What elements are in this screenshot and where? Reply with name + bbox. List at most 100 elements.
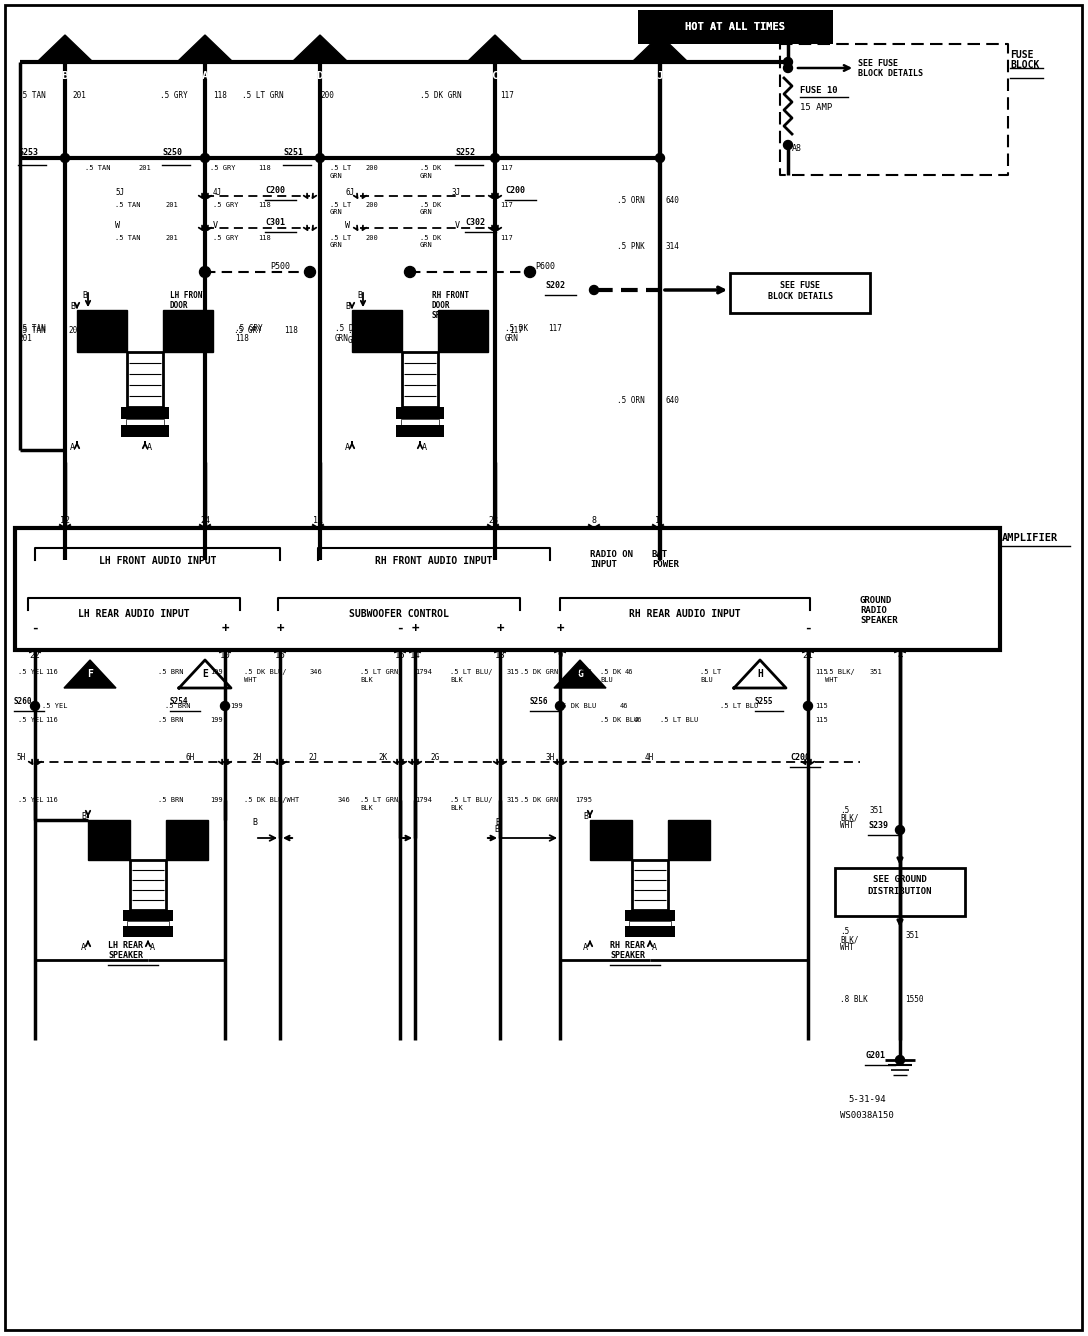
Text: 1794: 1794 — [415, 798, 432, 803]
Text: A: A — [150, 942, 154, 951]
Text: .5 DK: .5 DK — [420, 235, 442, 240]
Text: GRN: GRN — [330, 172, 343, 179]
Text: 2G: 2G — [430, 752, 440, 762]
Text: A: A — [201, 71, 209, 80]
Text: WHT: WHT — [825, 677, 838, 683]
Text: SEE GROUND: SEE GROUND — [874, 875, 927, 884]
Text: .5 LT BLU/: .5 LT BLU/ — [450, 669, 493, 675]
Text: B: B — [70, 302, 75, 310]
Text: +: + — [221, 621, 228, 635]
Text: .5 TAN: .5 TAN — [18, 323, 46, 333]
Text: .5 YEL: .5 YEL — [42, 703, 67, 709]
Text: 117: 117 — [500, 91, 514, 99]
Text: .5 DK: .5 DK — [420, 166, 442, 171]
Text: 640: 640 — [666, 395, 680, 405]
Text: 22: 22 — [29, 651, 40, 660]
Text: SEE FUSE: SEE FUSE — [780, 281, 820, 290]
Text: D: D — [317, 71, 323, 80]
Text: BLK: BLK — [360, 806, 373, 811]
Text: 115: 115 — [815, 669, 828, 675]
Text: RADIO: RADIO — [860, 605, 887, 615]
Text: 11: 11 — [313, 516, 323, 525]
Bar — [127, 921, 169, 926]
Text: 4J: 4J — [213, 187, 222, 196]
Text: 200: 200 — [364, 166, 378, 171]
Text: .5 DK: .5 DK — [505, 323, 528, 333]
Text: C200: C200 — [505, 186, 526, 195]
Bar — [625, 926, 675, 937]
Polygon shape — [353, 310, 401, 351]
Text: 6J: 6J — [345, 187, 355, 196]
Text: S252: S252 — [455, 147, 475, 156]
Text: 23: 23 — [489, 516, 498, 525]
Text: S260: S260 — [14, 696, 33, 705]
Text: HOT AT ALL TIMES: HOT AT ALL TIMES — [685, 21, 786, 32]
Text: .5 LT: .5 LT — [330, 235, 351, 240]
Text: W: W — [115, 220, 120, 230]
Text: 10: 10 — [220, 651, 231, 660]
Text: .5 ORN: .5 ORN — [617, 195, 645, 204]
Text: 5J: 5J — [115, 187, 124, 196]
Circle shape — [524, 266, 535, 278]
Text: 1795: 1795 — [574, 798, 592, 803]
Text: 117: 117 — [509, 326, 523, 334]
Text: A: A — [147, 442, 152, 452]
Text: 314: 314 — [666, 242, 680, 251]
Bar — [638, 9, 833, 44]
Text: 1550: 1550 — [905, 995, 924, 1005]
Text: RH REAR AUDIO INPUT: RH REAR AUDIO INPUT — [629, 609, 741, 619]
Text: S253: S253 — [18, 147, 38, 156]
Text: 351: 351 — [905, 930, 919, 939]
Text: 46: 46 — [625, 669, 633, 675]
Text: B: B — [81, 811, 86, 820]
Text: 201: 201 — [72, 91, 86, 99]
Circle shape — [405, 266, 416, 278]
Text: 21: 21 — [803, 651, 814, 660]
Bar — [401, 420, 438, 425]
Text: .5 PNK: .5 PNK — [617, 242, 645, 251]
Text: 118: 118 — [235, 334, 249, 342]
Text: -: - — [396, 621, 404, 635]
Text: 8: 8 — [592, 516, 596, 525]
Text: 1794: 1794 — [415, 669, 432, 675]
Circle shape — [199, 266, 210, 278]
Text: LH FRONT: LH FRONT — [170, 290, 207, 299]
Bar — [121, 407, 169, 420]
Text: .5 TAN: .5 TAN — [85, 166, 111, 171]
Text: +: + — [411, 621, 419, 635]
Text: 2K: 2K — [378, 752, 387, 762]
Bar — [123, 910, 173, 921]
Text: GRN: GRN — [348, 335, 362, 345]
Text: .5 LT BLU: .5 LT BLU — [720, 703, 758, 709]
Polygon shape — [590, 820, 632, 860]
Text: 118: 118 — [258, 202, 271, 208]
Text: RADIO ON: RADIO ON — [590, 549, 633, 558]
Circle shape — [221, 701, 230, 711]
Bar — [126, 420, 164, 425]
Bar — [15, 528, 1000, 651]
Polygon shape — [163, 310, 213, 351]
Text: 15: 15 — [395, 651, 406, 660]
Text: .5 LT: .5 LT — [330, 166, 351, 171]
Circle shape — [30, 701, 39, 711]
Text: 201: 201 — [83, 334, 97, 342]
Circle shape — [895, 826, 904, 835]
Text: A: A — [422, 442, 426, 452]
Text: C200: C200 — [265, 186, 285, 195]
Text: HOT AT ALL TIMES: HOT AT ALL TIMES — [685, 21, 786, 32]
Text: 14: 14 — [409, 651, 420, 660]
Text: B: B — [583, 811, 588, 820]
Text: DOOR: DOOR — [432, 301, 450, 310]
Text: BLK/: BLK/ — [840, 814, 858, 823]
Circle shape — [316, 154, 324, 163]
Text: B: B — [357, 290, 362, 299]
Text: 117: 117 — [500, 235, 512, 240]
Text: C200: C200 — [790, 752, 809, 762]
Text: SPEAKER: SPEAKER — [860, 616, 898, 624]
Text: 199: 199 — [210, 717, 223, 723]
Text: GRN: GRN — [330, 242, 343, 248]
Text: SPEAKER: SPEAKER — [432, 310, 465, 319]
Text: GROUND: GROUND — [860, 596, 892, 604]
Text: .5 DK: .5 DK — [335, 323, 358, 333]
Text: P600: P600 — [535, 262, 555, 270]
